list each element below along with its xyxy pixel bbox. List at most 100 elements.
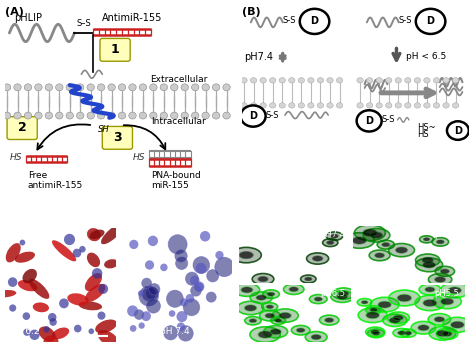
FancyBboxPatch shape [102,127,132,149]
Circle shape [357,103,363,108]
Circle shape [193,257,210,274]
Circle shape [249,319,256,323]
Circle shape [415,295,445,310]
Ellipse shape [33,303,49,312]
Circle shape [250,78,257,83]
Circle shape [443,78,449,83]
Circle shape [164,326,178,340]
Circle shape [260,103,266,108]
Circle shape [191,84,199,91]
Circle shape [202,112,210,119]
Text: SH: SH [98,125,109,134]
Circle shape [323,239,338,247]
FancyBboxPatch shape [7,117,37,139]
Circle shape [308,103,314,108]
Circle shape [194,283,203,292]
Circle shape [361,300,368,304]
Circle shape [356,110,382,131]
Circle shape [181,84,189,91]
Circle shape [378,301,391,308]
Circle shape [260,78,266,83]
Circle shape [416,258,443,272]
Circle shape [194,282,204,292]
Circle shape [3,112,11,119]
Circle shape [424,103,430,108]
Circle shape [433,103,440,108]
Circle shape [108,112,115,119]
Circle shape [398,331,405,335]
Circle shape [19,240,25,246]
Circle shape [376,78,383,83]
Circle shape [389,290,420,306]
Ellipse shape [98,330,119,345]
Ellipse shape [52,327,69,339]
Ellipse shape [95,319,117,333]
Circle shape [319,315,339,325]
Circle shape [265,313,274,318]
Circle shape [418,325,429,331]
Circle shape [433,294,461,309]
Circle shape [442,331,452,336]
Circle shape [289,103,295,108]
Circle shape [369,250,390,261]
Circle shape [314,297,322,301]
Circle shape [367,329,384,338]
Circle shape [317,78,324,83]
Circle shape [275,319,282,322]
Circle shape [387,312,410,324]
Circle shape [389,244,414,257]
Text: pH7.4: pH7.4 [244,52,273,62]
Circle shape [160,264,168,271]
Circle shape [23,312,30,320]
Ellipse shape [6,243,21,263]
Circle shape [142,287,156,302]
Circle shape [382,243,390,247]
Circle shape [98,284,108,294]
Circle shape [239,252,253,258]
Circle shape [129,84,136,91]
Ellipse shape [52,240,76,262]
Circle shape [363,229,377,236]
Circle shape [223,84,230,91]
Circle shape [337,294,347,299]
Circle shape [443,103,449,108]
Text: pH 6.2: pH 6.2 [10,327,40,336]
Circle shape [434,317,445,322]
Circle shape [64,234,75,245]
Circle shape [49,318,57,326]
Circle shape [376,103,383,108]
Circle shape [440,269,449,274]
Ellipse shape [90,229,105,239]
Circle shape [405,103,411,108]
Ellipse shape [29,279,49,299]
Circle shape [355,225,385,241]
Ellipse shape [104,259,118,268]
Circle shape [443,317,472,332]
Circle shape [138,322,145,329]
Circle shape [270,103,276,108]
Circle shape [202,84,210,91]
Circle shape [9,304,16,312]
Text: miR-155: miR-155 [151,181,189,190]
Circle shape [433,78,440,83]
Ellipse shape [15,252,35,263]
Ellipse shape [79,301,102,310]
Circle shape [441,298,454,305]
Text: 3: 3 [113,131,122,144]
Circle shape [118,84,126,91]
Text: HS: HS [9,154,22,162]
Circle shape [92,268,102,279]
Circle shape [332,288,355,299]
Circle shape [150,84,157,91]
Circle shape [428,314,451,325]
Circle shape [181,112,189,119]
Text: S-S: S-S [265,111,279,120]
Circle shape [146,287,158,299]
Circle shape [422,257,433,263]
Circle shape [366,103,373,108]
Circle shape [98,84,105,91]
Circle shape [371,232,383,238]
Circle shape [437,240,444,244]
Circle shape [76,112,84,119]
Circle shape [252,274,274,285]
